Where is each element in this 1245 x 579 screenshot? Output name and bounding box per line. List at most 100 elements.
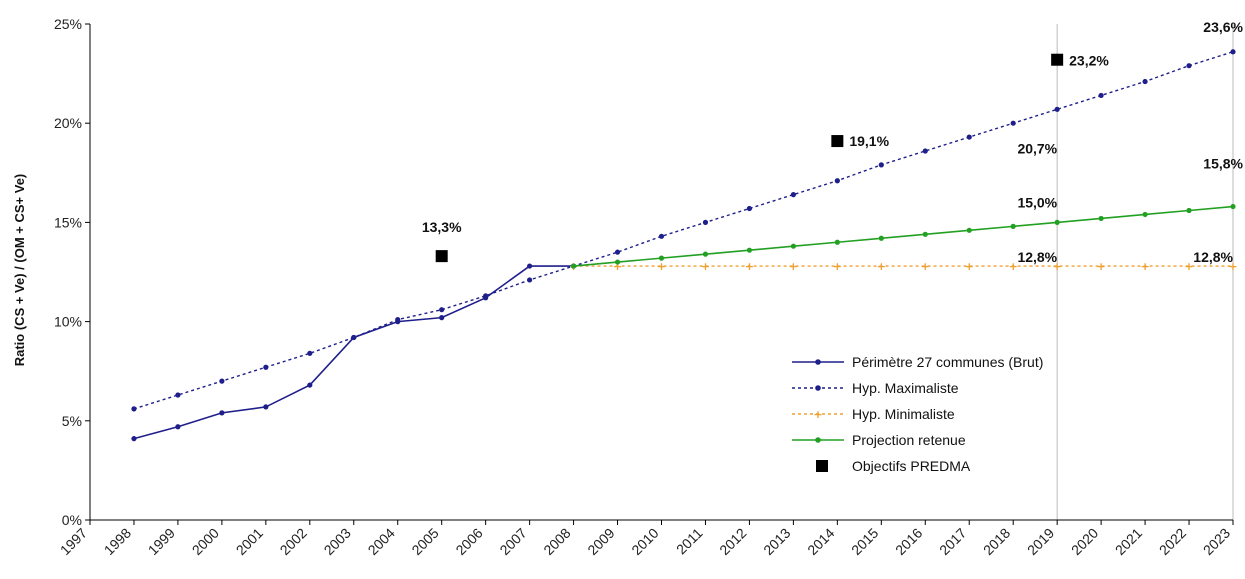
legend: Périmètre 27 communes (Brut) Hyp. Maximal… [792, 354, 1043, 474]
axes: 0% 5% 10% 15% 20% 25% 1997 1998 1999 2000 2001 2002… [54, 16, 1234, 558]
y-tick-label: 5% [62, 413, 82, 429]
data-point: + [1097, 260, 1106, 273]
x-tick-label: 2001 [233, 525, 266, 558]
annotation-label: 15,0% [1017, 194, 1057, 210]
annotation-label: 19,1% [849, 133, 889, 149]
data-point [175, 392, 181, 398]
x-tick-label: 2007 [496, 525, 529, 558]
data-point: + [745, 260, 754, 273]
data-point [1098, 215, 1104, 222]
data-point [219, 410, 225, 416]
data-point [263, 404, 269, 410]
objective-marker [435, 250, 448, 263]
data-point: + [657, 260, 666, 273]
annotations: 13,3% 19,1% 23,2% 23,6% 20,7% 15,8% 15,0% 12,8%… [422, 19, 1244, 265]
legend-label: Hyp. Maximaliste [852, 380, 959, 396]
data-point: + [1053, 260, 1062, 273]
data-point: + [1184, 260, 1193, 273]
legend-marker [815, 359, 821, 365]
data-point [439, 307, 445, 313]
x-tick-label: 2011 [673, 525, 706, 558]
series-line [133, 51, 1234, 410]
data-point [131, 406, 137, 412]
x-tick-label: 2006 [452, 525, 485, 558]
data-point [570, 263, 577, 269]
legend-entry-4: Objectifs PREDMA [816, 458, 971, 474]
data-point [790, 192, 796, 198]
data-point: + [1140, 260, 1149, 273]
data-point [527, 263, 533, 269]
reference-lines [1056, 24, 1234, 520]
annotation-label: 12,8% [1193, 249, 1233, 265]
x-tick-label: 2021 [1112, 525, 1145, 558]
y-tick-label: 25% [54, 16, 82, 32]
data-point: + [789, 260, 798, 273]
legend-label: Objectifs PREDMA [852, 458, 971, 474]
legend-label: Hyp. Minimaliste [852, 406, 955, 422]
data-point [614, 249, 621, 255]
data-point [702, 251, 709, 257]
data-point [1186, 63, 1192, 69]
y-tick-label: 10% [54, 314, 82, 330]
x-tick-label: 2002 [277, 525, 310, 558]
annotation-label: 15,8% [1203, 156, 1243, 172]
x-tick-label: 2003 [321, 525, 354, 558]
x-tick-label: 1999 [145, 525, 178, 558]
annotation-label: 23,6% [1203, 19, 1243, 35]
annotation-label: 12,8% [1017, 249, 1057, 265]
data-point [790, 243, 796, 249]
y-tick-label: 15% [54, 214, 82, 230]
annotation-label: 20,7% [1017, 140, 1057, 156]
legend-entry-3: Projection retenue [792, 432, 966, 448]
series-layer: + + + + + + + + + + + + + + + + [131, 49, 1238, 442]
data-point [878, 235, 884, 241]
data-point [527, 277, 533, 283]
data-point [878, 162, 884, 168]
data-point: + [877, 260, 886, 273]
data-point [1230, 49, 1236, 55]
x-tick-label: 1997 [57, 525, 90, 558]
data-point [307, 350, 313, 356]
data-point [263, 364, 269, 370]
data-point [966, 227, 972, 233]
data-point [1186, 207, 1192, 214]
data-point [922, 148, 928, 154]
data-point [1054, 106, 1060, 112]
data-point [746, 205, 753, 212]
data-point [483, 293, 489, 299]
data-point: + [613, 260, 622, 273]
series-1 [131, 49, 1236, 412]
data-point: + [701, 260, 710, 273]
series-4 [435, 53, 1064, 263]
x-tick-label: 2017 [936, 525, 969, 558]
legend-marker [815, 437, 821, 443]
data-point [702, 219, 709, 225]
legend-marker: + [813, 408, 822, 421]
data-point [439, 315, 445, 321]
data-point [834, 178, 840, 184]
data-point [658, 255, 665, 261]
data-point [966, 134, 972, 140]
data-point [131, 436, 137, 442]
series-3 [570, 203, 1236, 269]
x-tick-label: 2019 [1024, 525, 1057, 558]
series-line [573, 205, 1234, 267]
data-point [175, 424, 181, 430]
annotation-label: 13,3% [422, 219, 462, 235]
data-point [614, 259, 621, 265]
data-point: + [921, 260, 930, 273]
data-point [834, 239, 840, 245]
y-tick-label: 0% [62, 512, 82, 528]
data-point [1230, 203, 1236, 210]
x-tick-label: 2010 [628, 525, 661, 558]
series-0 [131, 263, 577, 442]
x-tick-label: 2018 [980, 525, 1013, 558]
legend-entry-0: Périmètre 27 communes (Brut) [792, 354, 1043, 370]
objective-marker [1051, 53, 1064, 66]
data-point: + [833, 260, 842, 273]
x-tick-label: 2023 [1200, 525, 1233, 558]
x-tick-label: 2013 [760, 525, 793, 558]
y-axis-title: Ratio (CS + Ve) / (OM + CS+ Ve) [12, 174, 27, 367]
x-tick-label: 2009 [584, 525, 617, 558]
